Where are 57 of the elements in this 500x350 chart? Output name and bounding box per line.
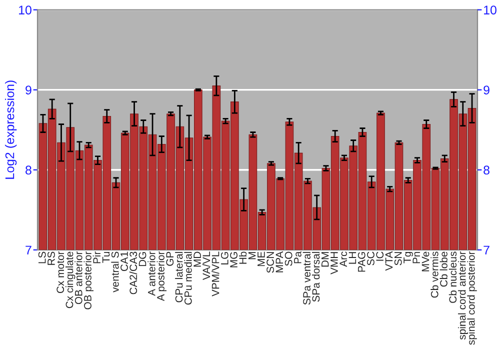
x-tick-label: DG: [138, 252, 146, 266]
y-tick-label: 10: [18, 6, 32, 14]
x-tick-label: GP: [166, 252, 174, 266]
x-tick-label: CA2/CA3: [129, 252, 138, 294]
x-tick-label: SPa ventral: [302, 252, 311, 305]
x-tick-label: OB anterior: [74, 251, 82, 304]
y-tick-label: 8: [26, 166, 32, 175]
x-tick-label: ME: [258, 252, 265, 266]
y-tick-label: 7: [26, 246, 32, 254]
x-tick-label: Cx motor: [56, 251, 64, 294]
x-tick-label: SO: [284, 252, 292, 266]
x-tick-label: MPA: [276, 251, 284, 272]
x-tick-label: M: [248, 252, 256, 260]
x-tick-label: OB posterior: [84, 251, 94, 310]
x-tick-label: SC: [367, 252, 374, 266]
x-tick-label: IC: [376, 252, 384, 261]
x-tick-label: DM: [321, 252, 329, 267]
y-axis-title: Log2 (expression): [5, 80, 17, 179]
x-tick-label: MG: [230, 252, 238, 268]
x-tick-label: Cb lobe: [440, 252, 448, 287]
x-tick-label: CPu medial: [184, 252, 192, 305]
y-tick-label: 9: [26, 86, 32, 94]
x-tick-label: MD: [194, 252, 201, 267]
y2-tick-label: 8: [484, 166, 490, 175]
y2-tick-label: 7: [484, 246, 490, 254]
x-tick-label: Tu: [102, 252, 110, 263]
x-tick-label: VMH: [330, 252, 338, 274]
x-tick-label: VA/VL: [202, 252, 210, 280]
x-tick-label: A posterior: [156, 251, 167, 302]
x-tick-label: MVe: [422, 252, 430, 272]
x-tick-label: Cb vermis: [430, 252, 438, 298]
x-tick-label: SPa dorsal: [312, 252, 320, 302]
x-tick-label: RS: [48, 252, 55, 265]
x-tick-label: Hb: [238, 252, 247, 264]
x-tick-label: Cx cingulate: [66, 252, 76, 308]
x-tick-label: CA1: [120, 252, 128, 272]
x-tick-label: VPM/VPL: [212, 252, 220, 296]
x-tick-label: spinal cord anterior: [458, 251, 468, 340]
x-tick-label: spinal cord posterior: [467, 251, 477, 345]
x-tick-label: CPu lateral: [175, 252, 183, 302]
x-tick-label: LS: [38, 252, 46, 264]
x-tick-label: ventral S: [111, 252, 119, 292]
y2-tick-label: 9: [484, 86, 490, 94]
x-tick-label: Pn: [412, 252, 420, 264]
x-tick-label: Arc: [340, 252, 348, 267]
x-tick-label: SCN: [266, 252, 274, 273]
x-tick-label: VTA: [385, 251, 393, 271]
x-tick-label: A anterior: [148, 251, 156, 296]
x-tick-label: Tg: [404, 252, 413, 264]
x-tick-label: Pa: [294, 251, 302, 264]
x-tick-label: Cb nucleus: [448, 252, 457, 303]
x-tick-label: LG: [220, 252, 228, 264]
x-tick-label: PAG: [358, 252, 366, 272]
x-tick-label: SN: [394, 252, 402, 266]
x-tick-label: Pir: [92, 251, 100, 264]
x-tick-label: LH: [348, 252, 356, 264]
y2-tick-label: 10: [484, 6, 496, 14]
